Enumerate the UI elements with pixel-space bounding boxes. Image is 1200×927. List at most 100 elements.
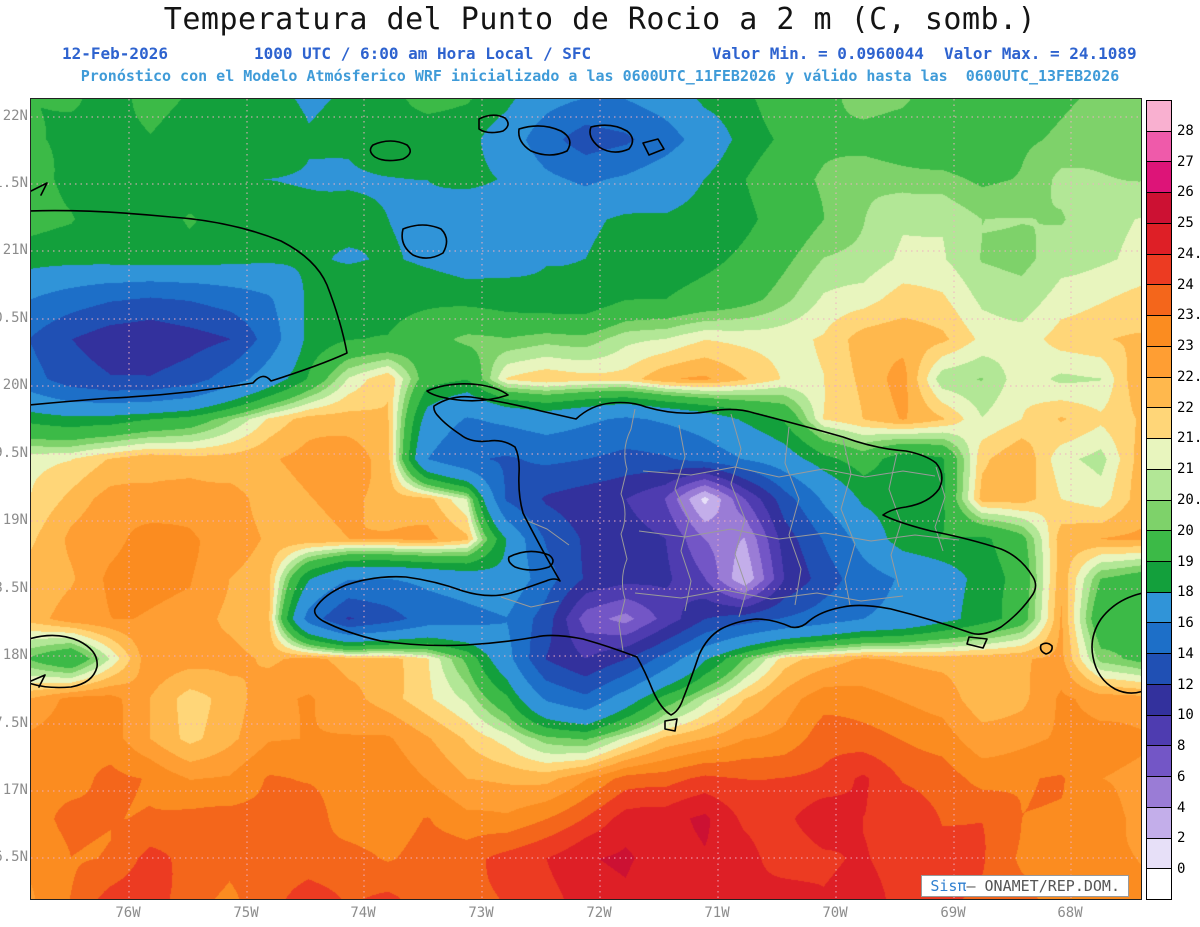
province-border-path: [642, 466, 936, 478]
lon-label: 76W: [115, 905, 141, 921]
lon-label: 72W: [586, 905, 612, 921]
colorbar-cell: [1146, 376, 1172, 409]
colorbar-tick-label: 22: [1177, 399, 1194, 416]
colorbar-cell: [1146, 868, 1172, 901]
colorbar-tick-label: 23.5: [1177, 307, 1200, 324]
colorbar-tick-label: 2: [1177, 830, 1186, 847]
watermark: Sisπ– ONAMET/REP.DOM.: [921, 875, 1129, 897]
province-border-path: [784, 426, 802, 606]
coastline-path: [517, 125, 571, 156]
colorbar-tick-label: 8: [1177, 738, 1186, 755]
colorbar-tick-label: 24: [1177, 276, 1194, 293]
map-overlay: [31, 99, 1141, 899]
colorbar-tick-label: 20.5: [1177, 492, 1200, 508]
colorbar-tick-label: 28: [1177, 122, 1194, 139]
wind-barb-icon: [31, 674, 46, 688]
colorbar-tick-label: 25: [1177, 215, 1194, 232]
watermark-text: – ONAMET/REP.DOM.: [966, 877, 1120, 895]
province-border-path: [500, 596, 560, 608]
colorbar-tick-label: 23: [1177, 338, 1194, 355]
lon-label: 69W: [940, 905, 966, 921]
province-border-path: [840, 438, 856, 606]
colorbar-tick-label: 22.5: [1177, 368, 1200, 385]
wind-barb-icon: [31, 182, 48, 196]
lat-label: 6.5N: [0, 849, 28, 865]
colorbar-cell: [1146, 253, 1172, 286]
lat-label: 17N: [2, 782, 28, 798]
forecast-line: Pronóstico con el Modelo Atmósferico WRF…: [80, 67, 1120, 85]
coastline-path: [31, 634, 98, 689]
colorbar-cell: [1146, 407, 1172, 440]
colorbar-tick-label: 12: [1177, 676, 1194, 693]
province-border-path: [618, 408, 636, 652]
lon-label: 70W: [822, 905, 848, 921]
coastline-path: [369, 140, 411, 162]
colorbar-tick-label: 20: [1177, 522, 1194, 539]
lon-label: 73W: [468, 905, 494, 921]
lat-label: 20N: [2, 377, 28, 393]
lat-label: 21N: [2, 242, 28, 258]
map-frame: Sisπ– ONAMET/REP.DOM.: [30, 98, 1142, 900]
colorbar-tick-label: 14: [1177, 645, 1194, 662]
lat-label: 7.5N: [0, 715, 28, 731]
lon-label: 74W: [350, 905, 376, 921]
colorbar-tick-label: 10: [1177, 707, 1194, 724]
colorbar-cell: [1146, 806, 1172, 839]
colorbar-cell: [1146, 438, 1172, 470]
colorbar-cell: [1146, 222, 1172, 255]
province-border-path: [730, 413, 748, 618]
coastline-path: [1091, 592, 1141, 694]
colorbar-cell: [1146, 315, 1172, 347]
coastline-path: [426, 383, 509, 402]
colorbar-cell: [1146, 653, 1172, 685]
coastline-path: [401, 224, 448, 259]
coastline-path: [1039, 642, 1053, 655]
colorbar-cell: [1146, 161, 1172, 194]
dewpoint-field-canvas: [31, 99, 1141, 899]
colorbar: [1146, 100, 1172, 901]
colorbar-tick-label: 21: [1177, 461, 1194, 478]
coastline-path: [478, 114, 509, 134]
watermark-brand: Sisπ: [930, 877, 967, 895]
province-border-path: [522, 518, 570, 546]
colorbar-tick-label: 21.5: [1177, 430, 1200, 447]
colorbar-cell: [1146, 622, 1172, 655]
colorbar-cell: [1146, 591, 1172, 624]
lat-label: 19N: [2, 512, 28, 528]
province-border-path: [634, 589, 904, 602]
colorbar-tick-label: 27: [1177, 153, 1194, 170]
coastline-path: [313, 395, 1037, 716]
colorbar-cell: [1146, 837, 1172, 870]
colorbar-cell: [1146, 776, 1172, 808]
province-border-path: [934, 466, 946, 552]
colorbar-tick-label: 18: [1177, 584, 1194, 601]
colorbar-cell: [1146, 530, 1172, 563]
lat-label: 0.5N: [0, 310, 28, 326]
colorbar-tick-label: 26: [1177, 184, 1194, 201]
lat-label: 8.5N: [0, 580, 28, 596]
header-max-value: Valor Max. = 24.1089: [944, 44, 1137, 63]
colorbar-cell: [1146, 468, 1172, 501]
coastline-path: [589, 124, 634, 153]
province-border-path: [638, 528, 960, 542]
header-time: 1000 UTC / 6:00 am Hora Local / SFC: [254, 44, 592, 63]
colorbar-cell: [1146, 130, 1172, 163]
colorbar-cell: [1146, 683, 1172, 716]
lon-label: 71W: [704, 905, 730, 921]
lat-label: 22N: [2, 108, 28, 124]
lon-label: 75W: [233, 905, 259, 921]
colorbar-tick-label: 19: [1177, 553, 1194, 570]
coastline-path: [507, 550, 554, 571]
colorbar-cell: [1146, 192, 1172, 224]
lon-label: 68W: [1057, 905, 1083, 921]
lat-label: 1.5N: [0, 175, 28, 191]
coastline-path: [966, 636, 988, 649]
coastline-path: [664, 718, 678, 732]
lat-label: 18N: [2, 647, 28, 663]
colorbar-cell: [1146, 345, 1172, 378]
header-date: 12-Feb-2026: [62, 44, 168, 63]
page-title: Temperatura del Punto de Rocio a 2 m (C,…: [163, 2, 1037, 37]
colorbar-cell: [1146, 561, 1172, 593]
colorbar-tick-label: 0: [1177, 861, 1186, 878]
province-border-path: [674, 424, 692, 612]
